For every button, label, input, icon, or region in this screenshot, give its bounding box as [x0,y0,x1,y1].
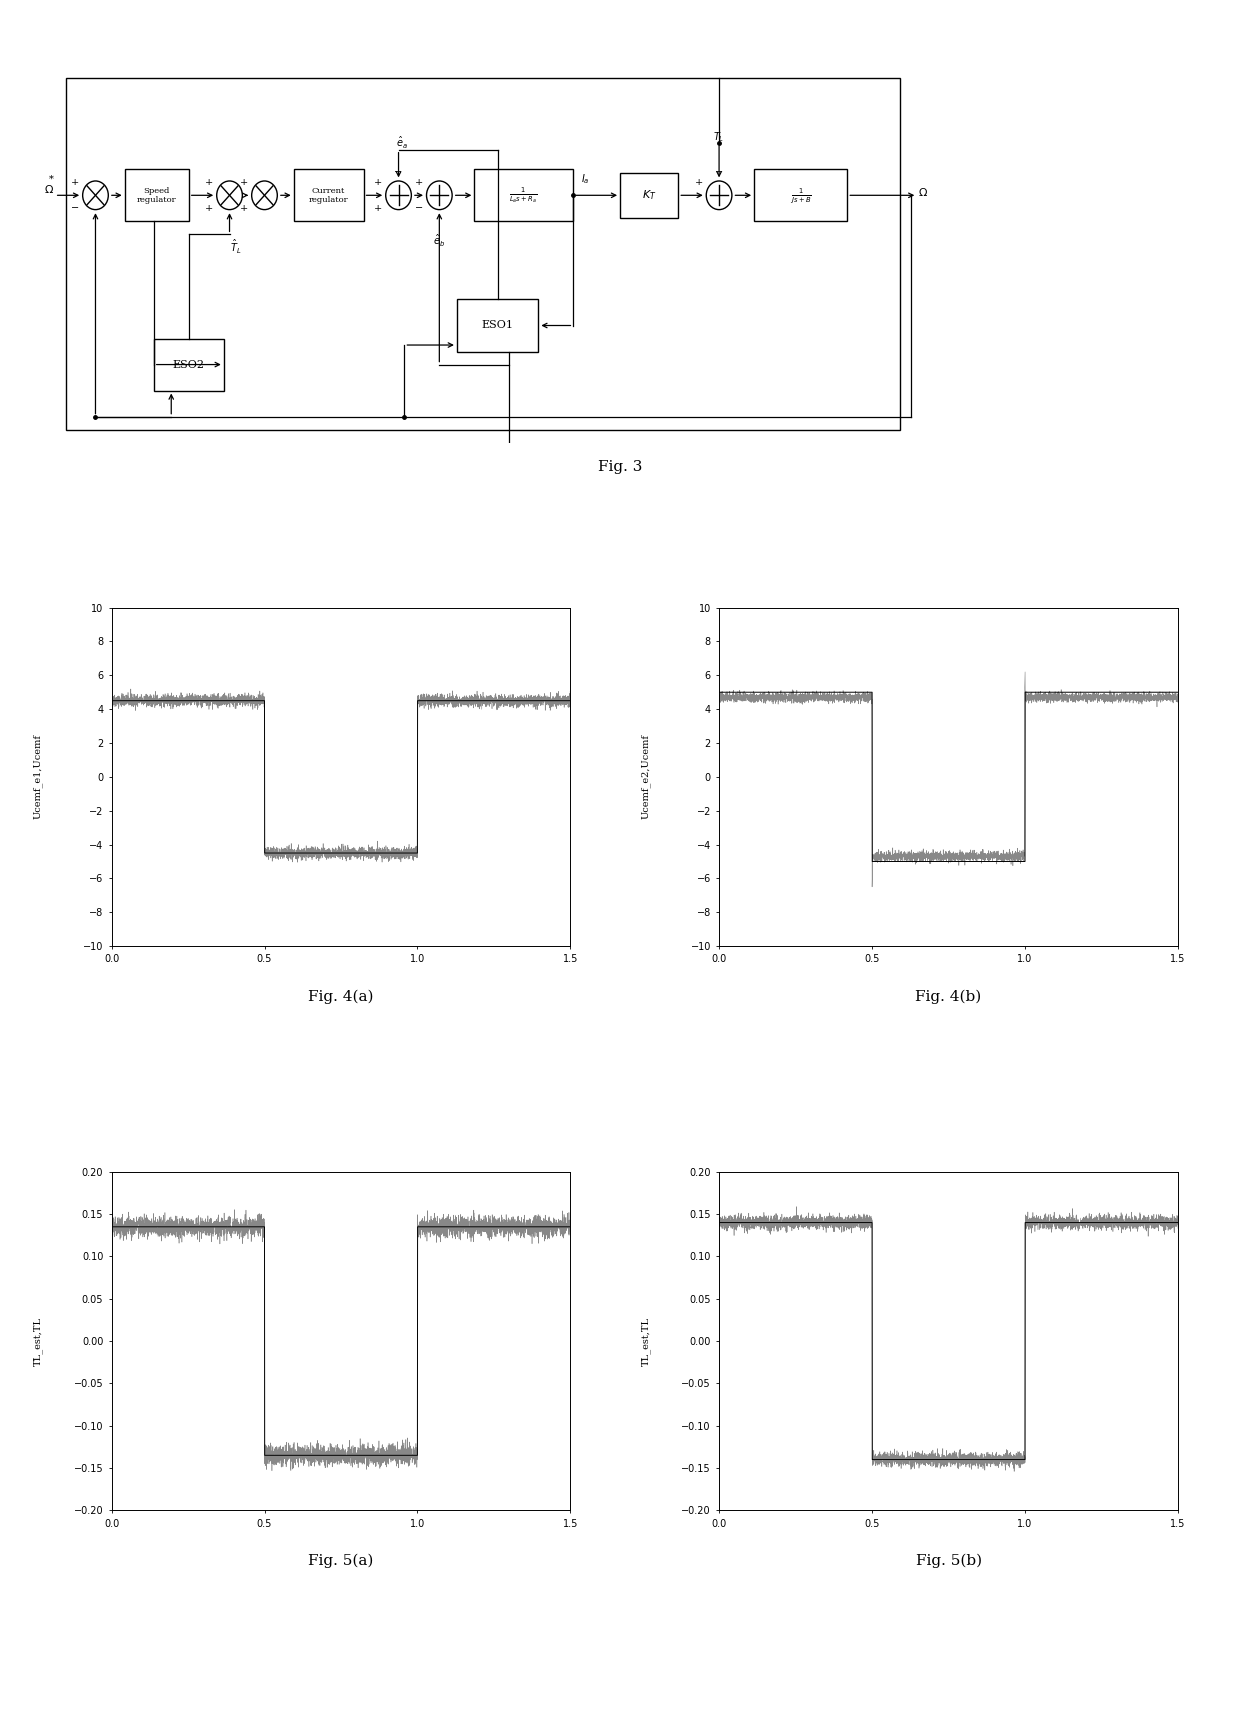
Text: Fig. 5(a): Fig. 5(a) [309,1554,373,1568]
Text: Speed
regulator: Speed regulator [136,187,176,203]
Text: +: + [71,177,79,187]
Text: $\frac{1}{L_a s+R_a}$: $\frac{1}{L_a s+R_a}$ [510,186,538,205]
Text: $I_a$: $I_a$ [580,172,589,186]
Bar [754,170,847,222]
Text: +: + [415,177,423,187]
Bar [154,339,223,391]
Bar [456,300,538,352]
Y-axis label: Ucemf_e1,Ucemf: Ucemf_e1,Ucemf [33,734,42,819]
Text: Fig. 5(b): Fig. 5(b) [915,1554,982,1568]
Text: −: − [71,203,79,214]
Text: +: + [241,203,248,214]
Bar [620,172,678,219]
Text: +: + [694,177,703,187]
Text: ESO1: ESO1 [481,321,513,330]
Text: −: − [415,203,423,214]
Text: $\frac{1}{Js+B}$: $\frac{1}{Js+B}$ [790,186,811,205]
Text: $\hat{e}_b$: $\hat{e}_b$ [433,233,445,248]
Text: ESO2: ESO2 [172,359,205,370]
Bar [474,170,573,222]
Text: Fig. 4(a): Fig. 4(a) [309,990,373,1003]
Bar [66,78,900,431]
Text: $K_T$: $K_T$ [642,189,656,201]
Text: *: * [50,175,55,184]
Text: +: + [241,177,248,187]
Y-axis label: Ucemf_e2,Ucemf: Ucemf_e2,Ucemf [641,734,650,819]
Text: Current
regulator: Current regulator [309,187,348,203]
Text: $T_L$: $T_L$ [713,130,724,144]
Text: Fig. 3: Fig. 3 [598,460,642,474]
Y-axis label: TL_est,TL: TL_est,TL [641,1316,650,1366]
Text: +: + [374,177,382,187]
Text: −: − [394,168,403,177]
Text: $\Omega$: $\Omega$ [918,186,928,198]
Text: +: + [205,203,213,214]
Bar [294,170,363,222]
Text: −: − [715,168,723,177]
Text: +: + [374,203,382,214]
Text: $\Omega$: $\Omega$ [43,182,53,194]
Text: +: + [205,177,213,187]
Text: Fig. 4(b): Fig. 4(b) [915,990,982,1003]
Text: $\hat{e}_a$: $\hat{e}_a$ [396,135,408,151]
Y-axis label: TL_est,TL: TL_est,TL [33,1316,42,1366]
Bar [124,170,188,222]
Text: $\hat{T}_L$: $\hat{T}_L$ [229,238,241,257]
